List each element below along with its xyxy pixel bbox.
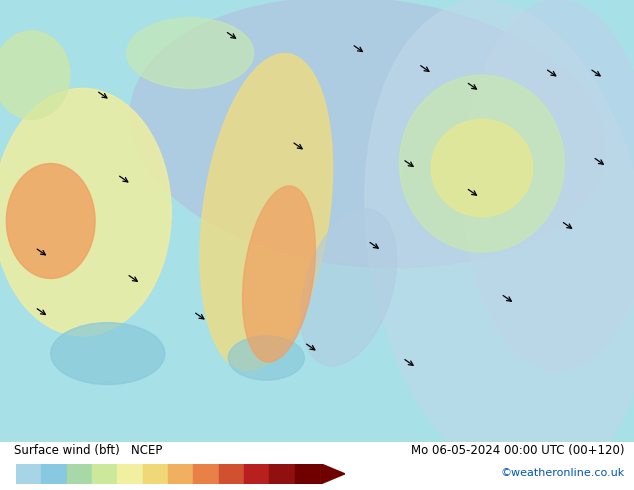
- Bar: [244, 464, 269, 484]
- Ellipse shape: [399, 75, 564, 252]
- Ellipse shape: [6, 164, 95, 278]
- Ellipse shape: [51, 322, 165, 385]
- Bar: [219, 464, 244, 484]
- Bar: [16, 464, 41, 484]
- Ellipse shape: [0, 31, 70, 120]
- Ellipse shape: [228, 336, 304, 380]
- Bar: [295, 464, 320, 484]
- Ellipse shape: [200, 53, 332, 371]
- Ellipse shape: [130, 0, 605, 268]
- Bar: [92, 464, 117, 484]
- Ellipse shape: [431, 120, 533, 217]
- Bar: [143, 464, 168, 484]
- Ellipse shape: [127, 18, 254, 88]
- Text: Surface wind (bft)   NCEP: Surface wind (bft) NCEP: [14, 444, 162, 457]
- Ellipse shape: [463, 0, 634, 371]
- Bar: [269, 464, 295, 484]
- Bar: [168, 464, 193, 484]
- Bar: [41, 464, 67, 484]
- Ellipse shape: [365, 1, 634, 486]
- Bar: [193, 464, 219, 484]
- Ellipse shape: [301, 209, 397, 366]
- Bar: [117, 464, 143, 484]
- Text: ©weatheronline.co.uk: ©weatheronline.co.uk: [500, 468, 624, 478]
- Bar: [67, 464, 92, 484]
- Text: Mo 06-05-2024 00:00 UTC (00+120): Mo 06-05-2024 00:00 UTC (00+120): [411, 444, 624, 457]
- Polygon shape: [320, 464, 345, 484]
- Ellipse shape: [243, 186, 315, 362]
- Ellipse shape: [0, 88, 171, 336]
